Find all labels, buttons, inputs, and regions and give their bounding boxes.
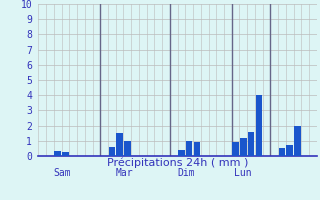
Bar bbox=[286, 145, 293, 156]
Bar bbox=[255, 95, 262, 156]
Text: Dim: Dim bbox=[178, 168, 195, 178]
Bar bbox=[62, 152, 69, 156]
Text: Lun: Lun bbox=[234, 168, 252, 178]
Bar bbox=[279, 148, 285, 156]
Bar bbox=[194, 142, 200, 156]
Bar bbox=[116, 133, 123, 156]
Bar bbox=[54, 151, 61, 156]
Bar bbox=[248, 132, 254, 156]
Bar bbox=[232, 142, 239, 156]
Bar bbox=[124, 141, 131, 156]
Bar bbox=[240, 138, 247, 156]
Bar bbox=[108, 147, 115, 156]
Bar bbox=[294, 126, 301, 156]
Text: Sam: Sam bbox=[54, 168, 71, 178]
Text: Mar: Mar bbox=[116, 168, 133, 178]
Bar bbox=[186, 141, 193, 156]
Bar bbox=[178, 150, 185, 156]
X-axis label: Précipitations 24h ( mm ): Précipitations 24h ( mm ) bbox=[107, 157, 248, 168]
